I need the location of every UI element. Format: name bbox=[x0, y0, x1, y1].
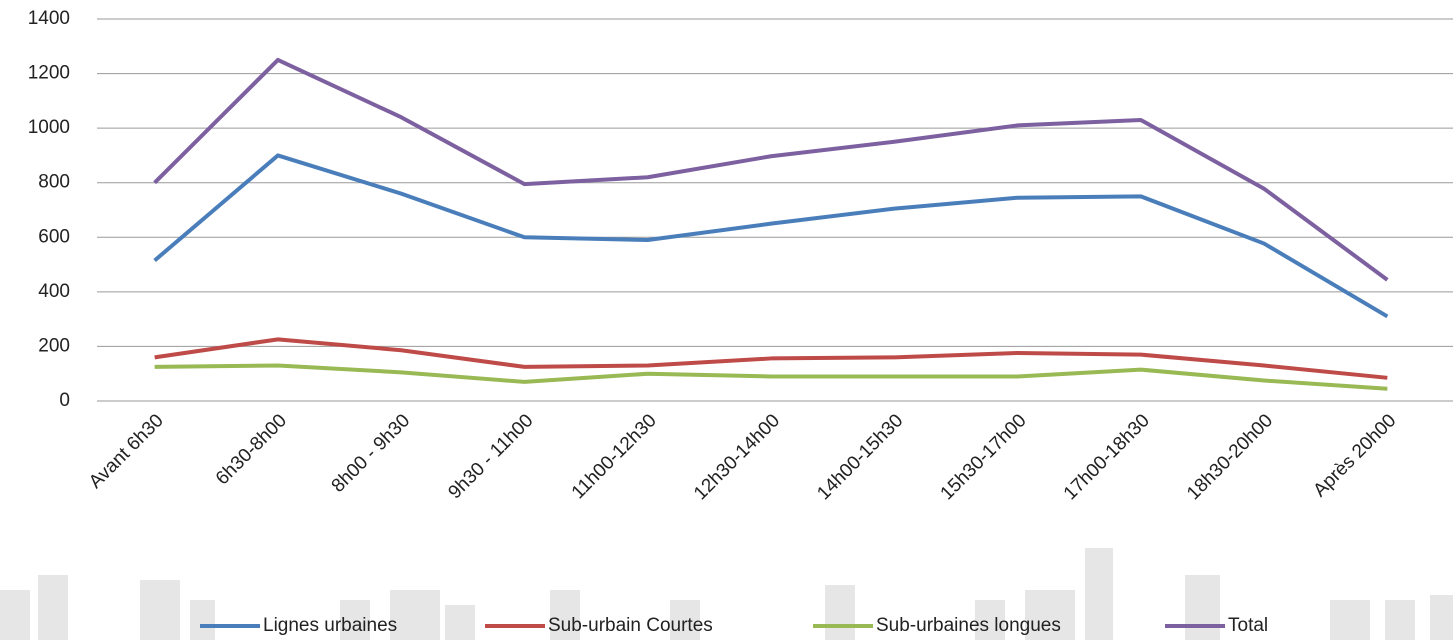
x-tick-label: 17h00-18h30 bbox=[1060, 410, 1154, 504]
x-tick-label: 12h30-14h00 bbox=[690, 410, 784, 504]
x-tick-label: Après 20h00 bbox=[1309, 410, 1400, 501]
x-tick-label: 15h30-17h00 bbox=[937, 410, 1031, 504]
series-line bbox=[155, 366, 1388, 389]
y-tick-label: 200 bbox=[38, 335, 70, 356]
y-tick-label: 600 bbox=[38, 226, 70, 247]
y-tick-label: 1200 bbox=[28, 63, 70, 84]
x-tick-label: 6h30-8h00 bbox=[212, 410, 291, 489]
y-tick-label: 1000 bbox=[28, 117, 70, 138]
legend-label: Sub-urbaines longues bbox=[876, 615, 1061, 636]
x-tick-label: 8h00 - 9h30 bbox=[328, 410, 415, 497]
y-tick-label: 800 bbox=[38, 172, 70, 193]
x-tick-label: 18h30-20h00 bbox=[1183, 410, 1277, 504]
x-tick-label: 9h30 - 11h00 bbox=[444, 410, 537, 503]
x-tick-label: 11h00-12h30 bbox=[568, 410, 661, 503]
x-tick-label: 14h00-15h30 bbox=[813, 410, 907, 504]
legend-label: Total bbox=[1228, 615, 1268, 636]
y-tick-label: 400 bbox=[38, 281, 70, 302]
chart: 0 200 400 600 800 1000 1200 1400 Avant 6h30 6h30-… bbox=[0, 0, 1453, 640]
series-line bbox=[155, 339, 1388, 377]
series-line bbox=[155, 60, 1388, 280]
legend-label: Sub-urbain Courtes bbox=[548, 615, 713, 636]
y-tick-label: 0 bbox=[59, 390, 70, 411]
x-tick-label: Avant 6h30 bbox=[85, 410, 168, 493]
legend-label: Lignes urbaines bbox=[263, 615, 397, 636]
y-tick-label: 1400 bbox=[28, 8, 70, 29]
